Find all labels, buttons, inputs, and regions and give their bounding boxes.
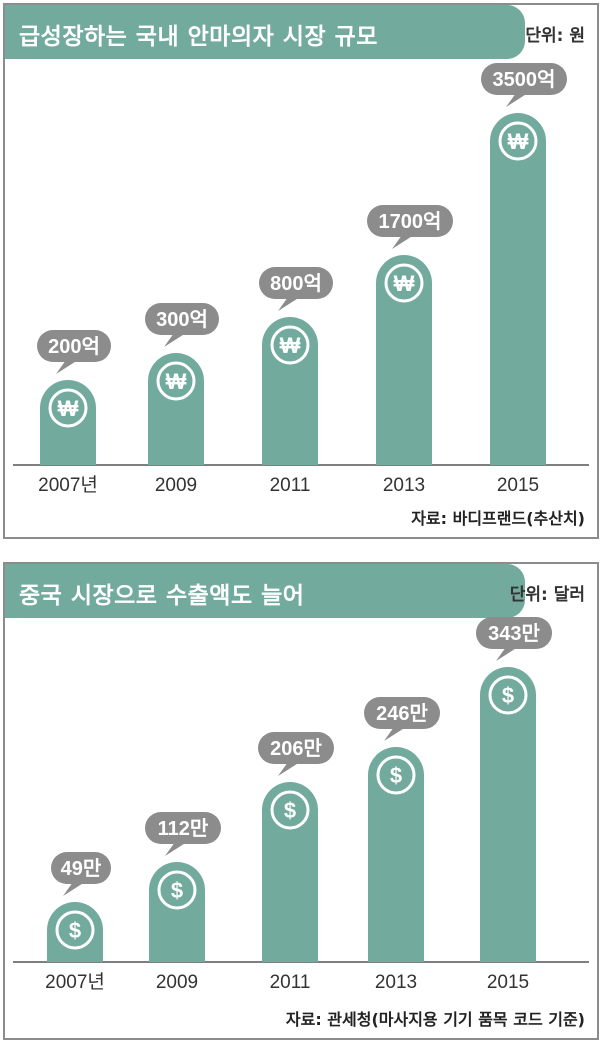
svg-text:₩: ₩ (166, 369, 187, 394)
value-label: 246만 (376, 702, 428, 725)
category-label: 2011 (270, 475, 311, 496)
category-label: 2015 (497, 475, 539, 496)
bar (490, 113, 546, 465)
value-label: 112만 (158, 817, 209, 840)
chart-header: 중국 시장으로 수출액도 늘어 (5, 564, 525, 618)
svg-text:$: $ (284, 798, 296, 823)
bar (148, 353, 204, 465)
value-label-bubble: 49만 (51, 852, 111, 896)
bar (480, 667, 536, 962)
value-label-bubble: 3500억 (481, 63, 567, 107)
bar-chart-plot: $49만 2007년 $112만 2009 $206만 2011 $246만 2013 $343… (13, 617, 589, 993)
bar (262, 782, 318, 962)
chart-header: 급성장하는 국내 안마의자 시장 규모 (5, 5, 525, 59)
won-icon: ₩ (48, 388, 88, 428)
category-label: 2007년 (45, 971, 105, 993)
value-label: 343만 (488, 622, 540, 645)
value-label-bubble: 246만 (364, 697, 440, 741)
bar (149, 862, 205, 962)
won-icon: ₩ (156, 361, 196, 401)
svg-text:₩: ₩ (394, 271, 415, 296)
bar-chart-plot: ₩200억 2007년 ₩300억 2009 ₩800억 2011 ₩1700억 2013 ₩3… (13, 63, 589, 496)
category-label: 2011 (270, 972, 311, 993)
chart-title: 중국 시장으로 수출액도 늘어 (19, 583, 305, 609)
svg-text:$: $ (69, 918, 81, 943)
chart-title: 급성장하는 국내 안마의자 시장 규모 (19, 24, 378, 50)
category-label: 2013 (375, 972, 417, 993)
won-icon: ₩ (384, 263, 424, 303)
value-label: 3500억 (493, 68, 556, 91)
category-label: 2009 (155, 475, 197, 496)
value-label: 300억 (156, 308, 208, 331)
value-label: 1700억 (379, 210, 442, 233)
won-icon: ₩ (498, 121, 538, 161)
bar (40, 380, 96, 465)
value-label-bubble: 1700억 (367, 205, 453, 249)
value-label-bubble: 112만 (145, 812, 221, 856)
value-label-bubble: 343만 (476, 617, 552, 661)
market-size-chart-panel: 급성장하는 국내 안마의자 시장 규모 단위: 원 ₩200억 2007년 ₩300… (3, 3, 599, 539)
value-label: 206만 (270, 737, 322, 760)
bar (368, 747, 424, 962)
svg-text:$: $ (390, 763, 402, 788)
source-note: 자료: 관세청(마사지용 기기 품목 코드 기준) (285, 1010, 585, 1029)
unit-label: 단위: 달러 (509, 585, 585, 605)
unit-label: 단위: 원 (525, 26, 585, 46)
svg-text:$: $ (502, 683, 514, 708)
category-label: 2013 (383, 475, 425, 496)
value-label: 200억 (48, 335, 100, 358)
dollar-icon: $ (157, 870, 197, 910)
dollar-icon: $ (270, 790, 310, 830)
svg-text:₩: ₩ (58, 396, 79, 421)
value-label: 49만 (61, 857, 102, 880)
category-label: 2015 (487, 972, 529, 993)
dollar-icon: $ (376, 755, 416, 795)
source-note: 자료: 바디프랜드(추산치) (411, 509, 585, 528)
value-label: 800억 (270, 272, 322, 295)
value-label-bubble: 200억 (37, 330, 111, 374)
value-label-bubble: 300억 (145, 303, 219, 347)
svg-text:$: $ (171, 878, 183, 903)
category-label: 2009 (156, 972, 198, 993)
svg-text:₩: ₩ (280, 333, 301, 358)
bar (376, 255, 432, 465)
value-label-bubble: 800억 (259, 267, 333, 311)
dollar-icon: $ (55, 910, 95, 950)
value-label-bubble: 206만 (258, 732, 334, 776)
dollar-icon: $ (488, 675, 528, 715)
won-icon: ₩ (270, 325, 310, 365)
svg-text:₩: ₩ (508, 129, 529, 154)
export-chart-panel: 중국 시장으로 수출액도 늘어 단위: 달러 $49만 2007년 $112만 200… (3, 562, 599, 1040)
category-label: 2007년 (38, 474, 98, 496)
